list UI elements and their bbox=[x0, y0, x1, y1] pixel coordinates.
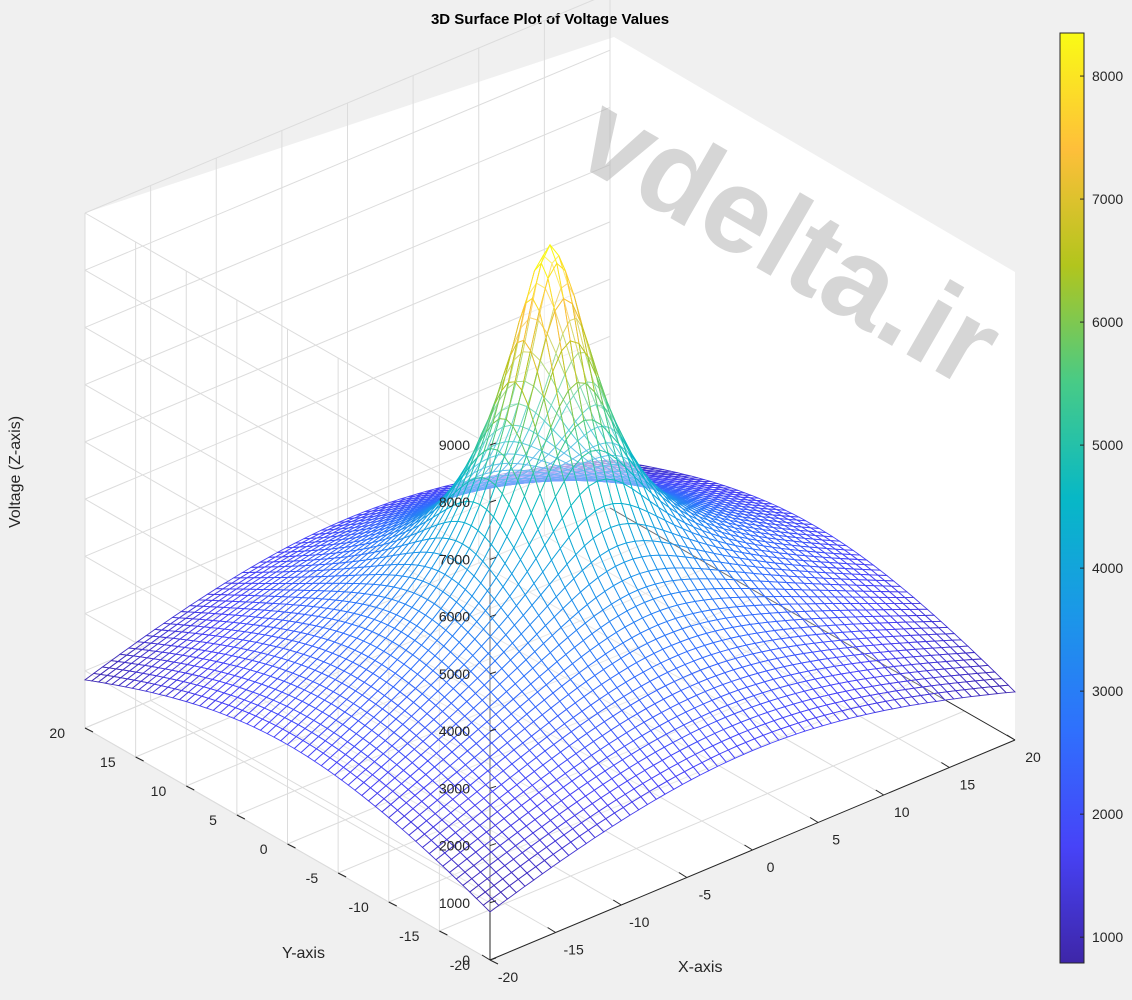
grid-line bbox=[84, 613, 491, 846]
grid-line bbox=[84, 555, 491, 789]
z-tick-mark bbox=[489, 499, 497, 503]
grid-line bbox=[84, 164, 611, 386]
z-tick-label: 5000 bbox=[439, 666, 470, 682]
y-axis-ticks: -20 -15 -10 -5 0 5 10 15 20 bbox=[49, 725, 499, 973]
z-tick-mark bbox=[489, 442, 497, 446]
colorbar-tick-label: 5000 bbox=[1092, 437, 1123, 453]
x-tick-mark bbox=[1006, 734, 1016, 741]
x-tick-label: 10 bbox=[894, 804, 910, 820]
x-tick-label: 0 bbox=[767, 859, 775, 875]
z-tick-label: 7000 bbox=[439, 551, 470, 567]
y-tick-label: -10 bbox=[349, 899, 369, 915]
colorbar-tick-label: 1000 bbox=[1092, 929, 1123, 945]
y-tick-mark bbox=[337, 872, 347, 878]
y-tick-mark bbox=[439, 930, 448, 936]
y-tick-label: -20 bbox=[450, 957, 470, 973]
x-tick-mark bbox=[547, 927, 556, 933]
grid-line bbox=[337, 652, 864, 874]
voltage-surface bbox=[83, 243, 1016, 913]
grid-line bbox=[84, 49, 611, 271]
y-tick-label: 0 bbox=[260, 841, 268, 857]
y-axis-label: Y-axis bbox=[282, 945, 325, 962]
grid-line bbox=[84, 507, 611, 729]
x-tick-label: 20 bbox=[1025, 749, 1041, 765]
colorbar-ticks: 1000 2000 3000 4000 5000 6000 7000 8000 bbox=[1080, 68, 1123, 945]
chart-title: 3D Surface Plot of Voltage Values bbox=[431, 11, 669, 28]
y-tick-label: -15 bbox=[399, 928, 419, 944]
y-tick-mark bbox=[388, 901, 397, 907]
colorbar-tick-label: 3000 bbox=[1092, 683, 1123, 699]
grid-line bbox=[84, 670, 491, 904]
x-tick-mark bbox=[809, 817, 819, 823]
z-tick-mark bbox=[489, 728, 497, 732]
z-tick-label: 1000 bbox=[439, 895, 470, 911]
z-tick-label: 3000 bbox=[439, 780, 470, 796]
x-tick-label: -5 bbox=[699, 887, 712, 903]
x-tick-mark bbox=[481, 954, 491, 961]
grid-line bbox=[84, 384, 491, 618]
z-tick-mark bbox=[489, 900, 497, 904]
floor-pane bbox=[85, 541, 1015, 960]
y-tick-mark bbox=[236, 814, 246, 820]
y-tick-mark bbox=[186, 785, 195, 791]
y-tick-label: 10 bbox=[151, 783, 167, 799]
z-tick-mark bbox=[489, 556, 497, 560]
colorbar-tick-label: 2000 bbox=[1092, 806, 1123, 822]
x-tick-mark bbox=[941, 762, 950, 768]
y-tick-mark bbox=[287, 843, 296, 849]
y-tick-label: -5 bbox=[306, 870, 319, 886]
z-tick-mark bbox=[489, 614, 497, 618]
z-tick-mark bbox=[489, 785, 497, 789]
x-tick-mark bbox=[612, 899, 622, 906]
colorbar-tick-label: 6000 bbox=[1092, 314, 1123, 330]
x-tick-label: -20 bbox=[498, 969, 518, 985]
grid-line bbox=[287, 623, 813, 845]
grid-line bbox=[84, 269, 491, 503]
x-tick-mark bbox=[744, 844, 753, 851]
z-tick-label: 8000 bbox=[439, 494, 470, 510]
x-tick-label: 15 bbox=[960, 777, 976, 793]
grid-line bbox=[388, 681, 914, 903]
z-axis-ticks: 0 1000 2000 3000 4000 5000 6000 7000 8000 9000 bbox=[439, 437, 497, 968]
grid-line bbox=[84, 212, 491, 446]
colorbar-tick-label: 8000 bbox=[1092, 68, 1123, 84]
x-tick-label: 5 bbox=[832, 832, 840, 848]
surface-cell bbox=[998, 684, 1016, 694]
grid-line bbox=[84, 327, 491, 560]
y-tick-label: 15 bbox=[100, 754, 116, 770]
z-tick-label: 4000 bbox=[439, 723, 470, 739]
grid-line bbox=[84, 335, 611, 557]
x-tick-label: -15 bbox=[564, 942, 584, 958]
y-tick-mark bbox=[135, 756, 144, 762]
x-tick-mark bbox=[678, 872, 688, 878]
x-tick-mark bbox=[875, 789, 885, 796]
grid-line bbox=[439, 710, 965, 932]
y-tick-mark bbox=[84, 727, 94, 733]
x-axis-ticks: -20 -15 -10 -5 0 5 10 15 20 bbox=[481, 734, 1041, 985]
y-tick-mark bbox=[489, 959, 499, 965]
grid-line bbox=[186, 565, 712, 787]
z-axis-label: Voltage (Z-axis) bbox=[7, 416, 24, 528]
x-axis-label: X-axis bbox=[678, 959, 722, 976]
colorbar-tick-label: 7000 bbox=[1092, 191, 1123, 207]
y-axis-line bbox=[609, 507, 1016, 741]
z-tick-mark bbox=[489, 671, 497, 675]
z-tick-label: 0 bbox=[462, 952, 470, 968]
z-tick-mark bbox=[489, 843, 497, 847]
grid-line bbox=[84, 106, 611, 328]
colorbar-tick-label: 4000 bbox=[1092, 560, 1123, 576]
x-tick-label: -10 bbox=[629, 914, 649, 930]
grid-line bbox=[84, 278, 611, 500]
z-tick-label: 2000 bbox=[439, 838, 470, 854]
y-tick-label: 5 bbox=[209, 812, 217, 828]
grid-line bbox=[84, 498, 491, 732]
colorbar bbox=[1059, 32, 1085, 964]
grid-line bbox=[84, 0, 595, 214]
z-tick-mark bbox=[489, 957, 497, 961]
z-tick-label: 6000 bbox=[439, 609, 470, 625]
z-tick-label: 9000 bbox=[439, 437, 470, 453]
grid-line bbox=[84, 221, 611, 443]
y-tick-label: 20 bbox=[49, 725, 65, 741]
